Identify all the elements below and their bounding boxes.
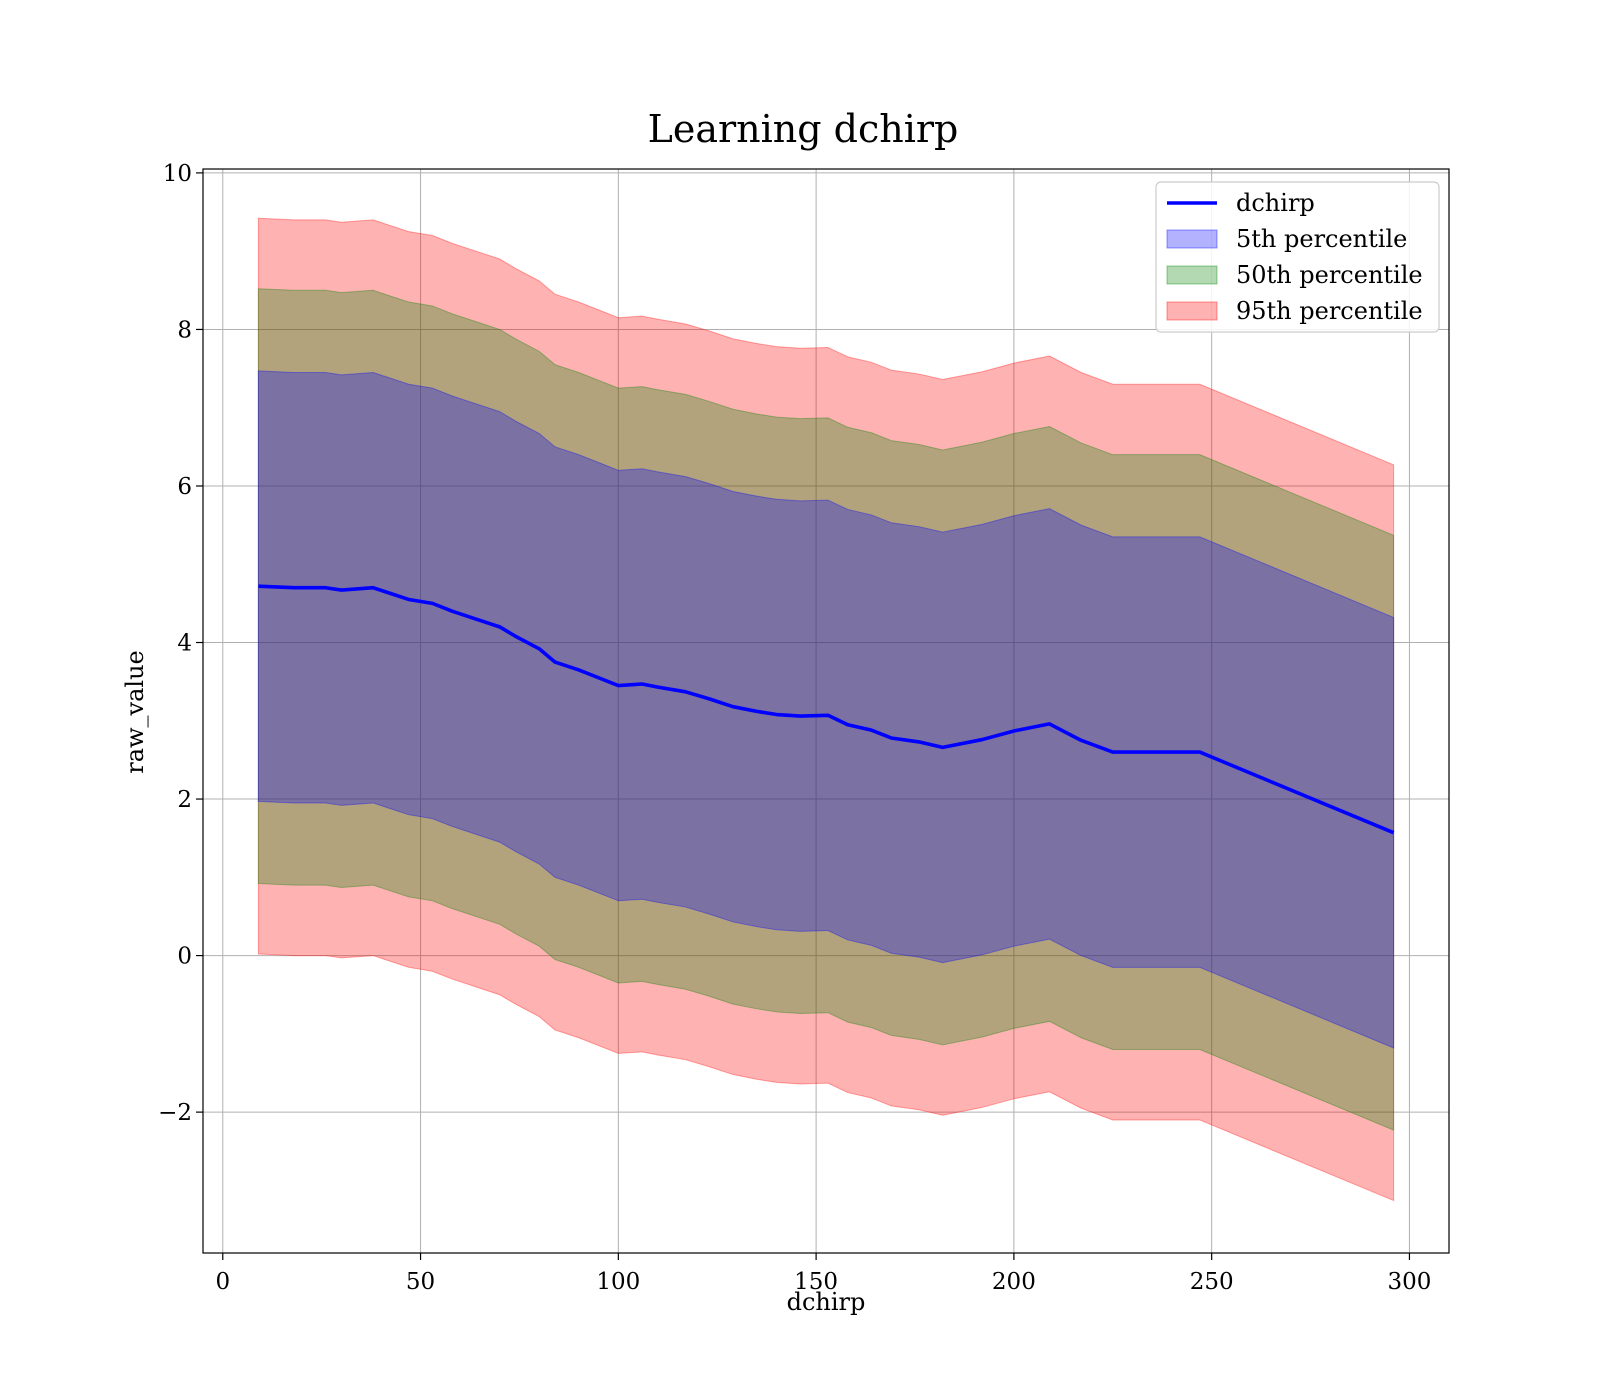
line-layer (258, 584, 1395, 835)
legend-label-5th-percentile: 5th percentile (1236, 225, 1407, 253)
band-95th-percentile (257, 217, 1395, 1202)
legend-box (1155, 181, 1440, 333)
x-tick-label: 150 (794, 1269, 838, 1295)
y-tick-label: 0 (177, 944, 192, 970)
tick-layer: 0 50 100 150 200 250 300 −2 0 2 4 6 8 10 (158, 161, 1431, 1295)
x-tick-label: 250 (1190, 1269, 1234, 1295)
x-tick-label: 200 (992, 1269, 1036, 1295)
legend-label-dchirp: dchirp (1236, 189, 1315, 217)
legend-label-50th-percentile: 50th percentile (1236, 261, 1423, 289)
legend-swatch-95th-percentile (1166, 301, 1218, 321)
y-tick-label: 6 (177, 474, 192, 500)
band-layer (257, 217, 1395, 1202)
y-tick-label: 2 (177, 787, 192, 813)
legend: dchirp 5th percentile 50th percentile 95th … (1155, 181, 1440, 333)
y-tick-label: 10 (163, 161, 192, 187)
plot-frame (202, 168, 1450, 1254)
y-tick-label: 4 (177, 631, 192, 657)
x-tick-label: 300 (1387, 1269, 1431, 1295)
legend-label-95th-percentile: 95th percentile (1236, 297, 1423, 325)
series-line-dchirp (258, 584, 1395, 835)
x-axis-label: dchirp (787, 1288, 866, 1316)
legend-swatch-5th-percentile (1166, 229, 1218, 249)
x-tick-label: 100 (596, 1269, 640, 1295)
x-tick-label: 0 (215, 1269, 230, 1295)
legend-swatch-50th-percentile (1166, 265, 1218, 285)
y-axis-label: raw_value (121, 650, 149, 774)
x-tick-label: 50 (406, 1269, 435, 1295)
y-tick-label: −2 (158, 1100, 192, 1126)
band-50th-percentile (257, 288, 1395, 1131)
y-tick-label: 8 (177, 317, 192, 343)
band-5th-percentile (257, 370, 1395, 1049)
chart-title: Learning dchirp (648, 107, 959, 151)
